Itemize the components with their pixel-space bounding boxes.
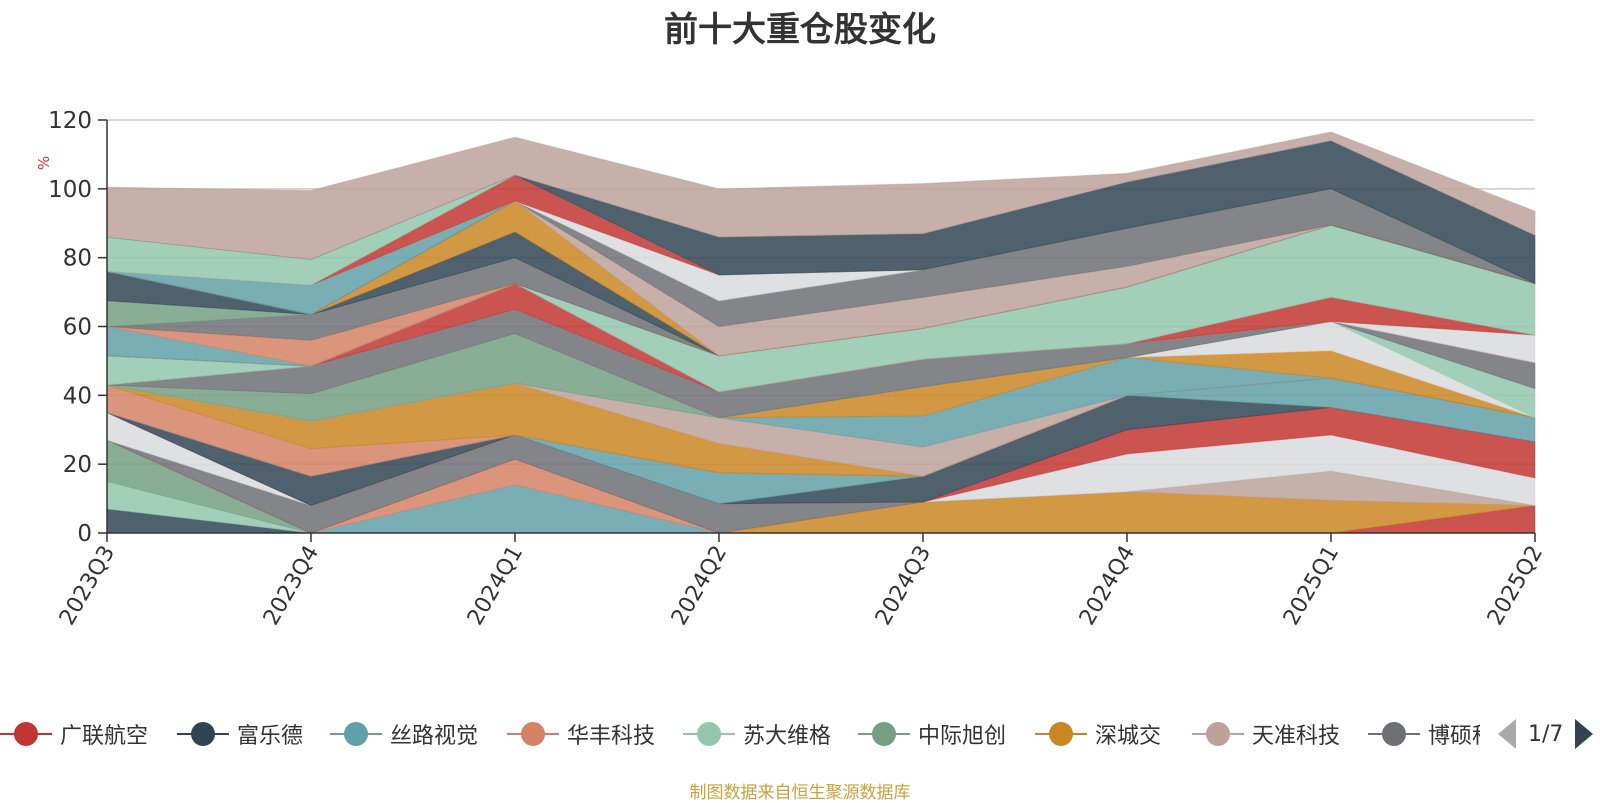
y-tick-label: 40 xyxy=(63,383,92,409)
legend-marker-icon xyxy=(0,722,52,746)
legend-label: 深城交 xyxy=(1095,724,1162,749)
x-tick-label: 2025Q1 xyxy=(1279,542,1344,630)
y-axis-unit-label: % xyxy=(35,156,53,170)
legend-item[interactable]: 华丰科技 xyxy=(507,714,655,754)
legend-item[interactable]: 丝路视觉 xyxy=(330,714,478,754)
legend-items: 广联航空 富乐德 丝路视觉 华丰科技 苏大维格 中际旭创 深城交 天准科技 博硕科技 xyxy=(0,714,1480,754)
legend-label: 丝路视觉 xyxy=(390,724,479,749)
legend-label: 中际旭创 xyxy=(918,724,1007,749)
area-band-42 xyxy=(106,131,1536,260)
legend-label: 天准科技 xyxy=(1252,724,1341,749)
legend-marker-icon xyxy=(330,722,382,746)
x-axis-ticks: 2023Q3 2023Q4 2024Q1 2024Q2 2024Q3 2024Q4 2025… xyxy=(55,533,1548,630)
y-axis-ticks: 0 20 40 60 80 100 120 xyxy=(48,108,107,547)
legend-item[interactable]: 富乐德 xyxy=(177,714,303,754)
legend-item[interactable]: 博硕科技 xyxy=(1368,714,1480,754)
legend-label: 富乐德 xyxy=(237,724,304,749)
y-tick-label: 20 xyxy=(63,452,92,478)
legend-item[interactable]: 中际旭创 xyxy=(858,714,1006,754)
legend-label: 博硕科技 xyxy=(1428,724,1480,749)
x-tick-label: 2024Q3 xyxy=(871,542,936,630)
legend-label: 广联航空 xyxy=(60,724,149,749)
legend-marker-icon xyxy=(683,722,735,746)
y-tick-label: 100 xyxy=(48,177,92,203)
legend-prev-page-icon[interactable] xyxy=(1498,719,1516,749)
legend-pager: 1/7 xyxy=(1498,714,1594,754)
legend-item[interactable]: 天准科技 xyxy=(1192,714,1340,754)
legend-marker-icon xyxy=(177,722,229,746)
legend-label: 华丰科技 xyxy=(567,724,656,749)
legend-item[interactable]: 广联航空 xyxy=(0,714,148,754)
legend-marker-icon xyxy=(1368,722,1420,746)
legend-next-page-icon[interactable] xyxy=(1575,719,1594,749)
x-tick-label: 2025Q2 xyxy=(1483,542,1548,630)
y-tick-label: 80 xyxy=(63,246,92,272)
x-tick-label: 2024Q1 xyxy=(463,542,528,630)
y-tick-label: 60 xyxy=(63,315,92,341)
legend-item[interactable]: 苏大维格 xyxy=(683,714,831,754)
area-series xyxy=(106,131,1536,534)
legend-marker-icon xyxy=(1192,722,1244,746)
y-tick-label: 120 xyxy=(48,108,92,134)
data-source-note: 制图数据来自恒生聚源数据库 xyxy=(689,783,911,803)
legend-page-indicator: 1/7 xyxy=(1528,721,1564,747)
legend-item[interactable]: 深城交 xyxy=(1035,714,1161,754)
x-tick-label: 2024Q4 xyxy=(1075,542,1140,630)
legend-marker-icon xyxy=(1035,722,1087,746)
legend-label: 苏大维格 xyxy=(743,724,832,749)
x-tick-label: 2023Q3 xyxy=(55,542,120,630)
legend: 广联航空 富乐德 丝路视觉 华丰科技 苏大维格 中际旭创 深城交 天准科技 博硕科技 1/7 xyxy=(0,714,1600,754)
legend-marker-icon xyxy=(858,722,910,746)
x-tick-label: 2024Q2 xyxy=(667,542,732,630)
legend-marker-icon xyxy=(507,722,559,746)
chart-title: 前十大重仓股变化 xyxy=(664,10,936,50)
x-tick-label: 2023Q4 xyxy=(259,542,324,630)
y-tick-label: 0 xyxy=(77,521,92,547)
